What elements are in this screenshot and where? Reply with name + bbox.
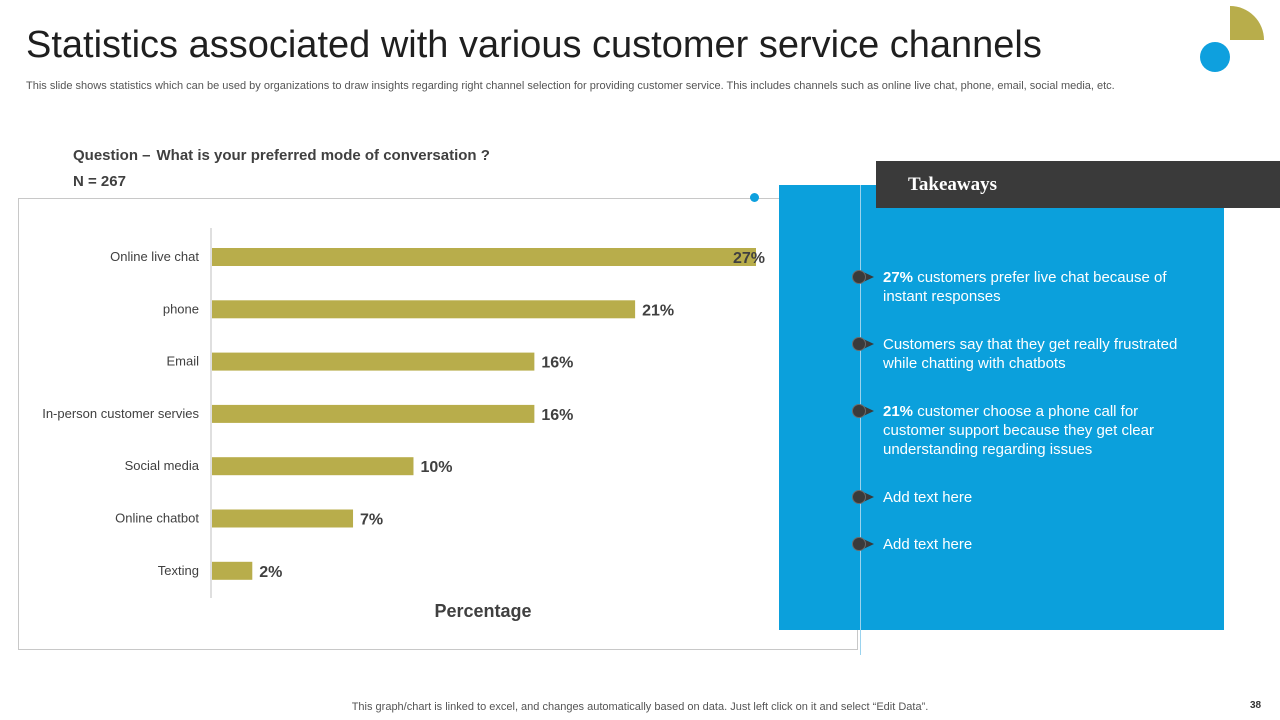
category-label: Texting: [158, 563, 199, 578]
footer-note: This graph/chart is linked to excel, and…: [351, 701, 929, 713]
page-title: Statistics associated with various custo…: [26, 24, 1042, 66]
bullet-arrow-icon: [852, 490, 874, 504]
bar-chart[interactable]: Online live chat 27% phone 21% Email 16% In-pe…: [0, 0, 860, 660]
category-label: Social media: [125, 458, 200, 473]
category-label: Online chatbot: [115, 511, 199, 526]
category-label: phone: [163, 301, 199, 316]
bar[interactable]: [212, 300, 636, 319]
takeaways-title: Takeaways: [908, 173, 998, 195]
category-label: Online live chat: [110, 249, 199, 264]
category-label: In-person customer servies: [42, 406, 199, 421]
takeaway-text: Add text here: [883, 488, 1183, 507]
bullet-arrow-icon: [852, 337, 874, 351]
bar[interactable]: [212, 404, 535, 423]
takeaway-text: 27% customers prefer live chat because o…: [883, 268, 1183, 306]
sample-size: N = 267: [73, 173, 126, 190]
bar[interactable]: [212, 509, 354, 528]
takeaway-body: Add text here: [883, 489, 973, 506]
data-label: 7%: [360, 512, 383, 529]
x-axis-title: Percentage: [434, 601, 531, 621]
takeaway-text: 21% customer choose a phone call for cus…: [883, 402, 1183, 459]
takeaways-header: Takeaways: [876, 161, 1280, 208]
page-subtitle: This slide shows statistics which can be…: [26, 80, 1115, 92]
bullet-arrow-icon: [852, 404, 874, 418]
takeaway-text: Customers say that they get really frust…: [883, 335, 1183, 373]
takeaway-body: Add text here: [883, 536, 973, 553]
page-number: 38: [1250, 700, 1262, 711]
takeaway-highlight: 27%: [883, 269, 914, 286]
timeline-top-dot: [750, 193, 759, 202]
bullet-arrow-icon: [852, 270, 874, 284]
bar[interactable]: [212, 561, 253, 580]
data-label: 16%: [541, 355, 573, 372]
timeline-line: [860, 185, 861, 655]
bullet-arrow-icon: [852, 537, 874, 551]
logo-quarter-circle-shape: [1230, 6, 1264, 40]
takeaway-highlight: 21%: [883, 403, 914, 420]
survey-question: Question – What is your preferred mode of…: [73, 147, 490, 164]
data-label: 21%: [642, 302, 674, 319]
takeaway-body: customers prefer live chat because of in…: [883, 269, 1167, 305]
bar[interactable]: [212, 352, 535, 371]
data-label: 27%: [733, 250, 765, 267]
data-label: 2%: [259, 564, 282, 581]
question-text: What is your preferred mode of conversat…: [156, 147, 490, 164]
category-label: Email: [166, 354, 199, 369]
logo-blue-dot-shape: [1200, 42, 1230, 72]
bar[interactable]: [212, 248, 756, 266]
data-label: 10%: [420, 459, 452, 476]
question-prefix: Question –: [73, 147, 151, 164]
takeaway-body: customer choose a phone call for custome…: [883, 403, 1154, 458]
data-label: 16%: [541, 407, 573, 424]
bar[interactable]: [212, 457, 414, 476]
takeaway-body: Customers say that they get really frust…: [883, 336, 1178, 372]
takeaway-text: Add text here: [883, 535, 1183, 554]
